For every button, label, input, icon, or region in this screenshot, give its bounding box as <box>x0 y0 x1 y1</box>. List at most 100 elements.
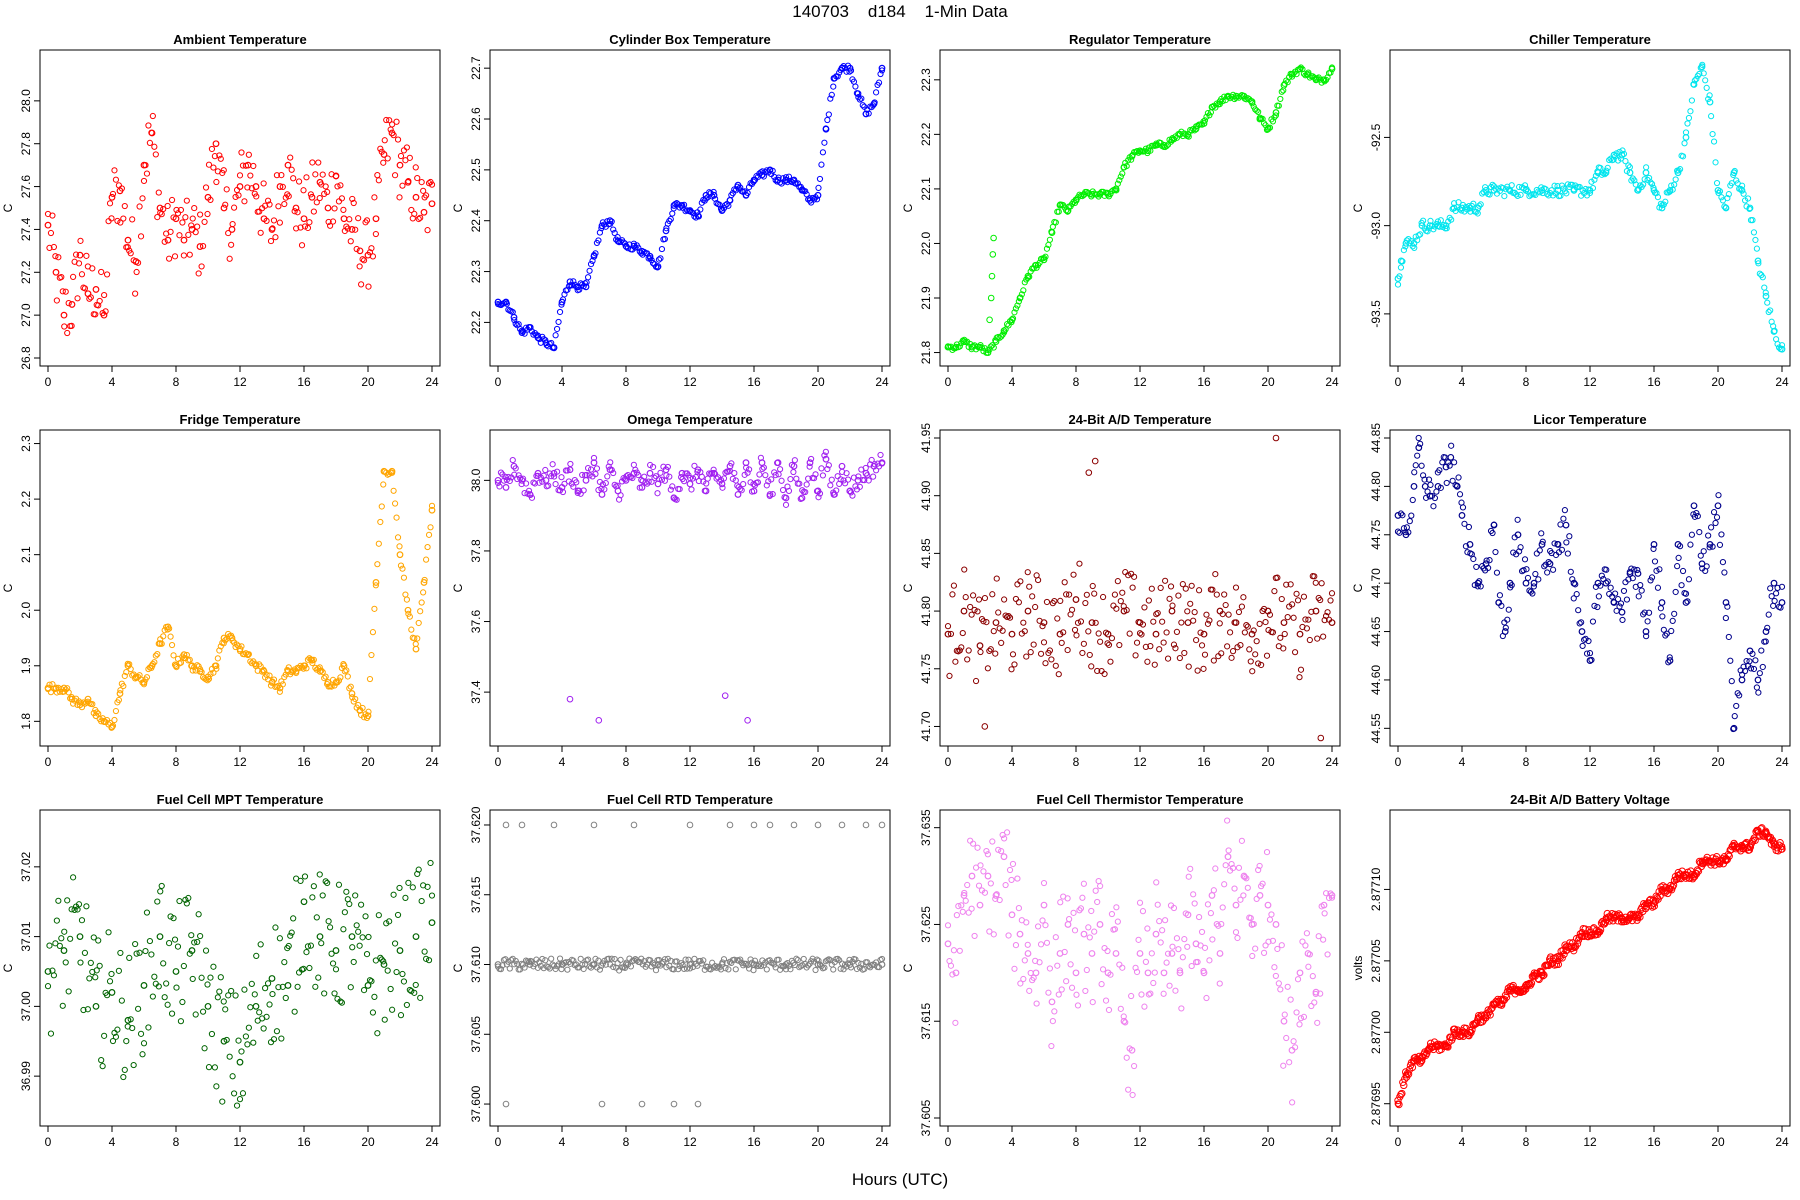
data-point <box>118 997 125 1004</box>
data-point <box>1517 544 1524 551</box>
data-point <box>1063 978 1070 985</box>
data-point <box>813 196 821 203</box>
data-point <box>1151 661 1158 668</box>
data-point <box>1150 618 1157 625</box>
chart-title: Regulator Temperature <box>1069 32 1211 47</box>
data-point <box>1005 932 1012 939</box>
data-point <box>718 961 726 968</box>
data-point <box>111 167 118 174</box>
data-point <box>658 476 666 483</box>
data-point <box>1008 630 1016 638</box>
data-point <box>353 245 360 253</box>
data-point <box>1572 581 1579 588</box>
data-point <box>614 487 622 495</box>
y-tick-label: 44.60 <box>1369 665 1383 695</box>
data-point <box>1153 879 1160 886</box>
outlier-point <box>721 692 729 699</box>
data-point <box>1698 857 1706 865</box>
data-point <box>1248 630 1256 638</box>
data-point <box>1216 980 1223 987</box>
data-point <box>622 961 630 968</box>
data-point <box>992 892 1000 899</box>
data-point <box>201 218 208 225</box>
data-point <box>998 848 1005 855</box>
data-point <box>1224 643 1231 650</box>
data-point <box>344 225 351 232</box>
data-point <box>123 668 130 676</box>
data-point <box>316 871 323 878</box>
data-point <box>1520 567 1527 574</box>
data-point <box>1302 942 1309 949</box>
data-point <box>595 237 602 244</box>
data-point <box>44 221 52 229</box>
data-point <box>195 270 202 277</box>
data-point <box>1714 186 1722 194</box>
data-point <box>669 210 676 217</box>
outlier-point <box>550 821 558 829</box>
data-point <box>502 473 509 480</box>
y-tick-label: 21.8 <box>919 341 933 365</box>
data-point <box>998 639 1005 646</box>
data-point <box>1602 579 1610 587</box>
data-point <box>127 250 134 257</box>
data-point <box>1026 987 1033 994</box>
data-point <box>1145 597 1152 604</box>
data-point <box>1736 692 1743 699</box>
data-point <box>1434 482 1442 490</box>
data-point <box>539 478 546 485</box>
y-tick-label: 37.625 <box>919 906 933 943</box>
data-point <box>1102 997 1110 1004</box>
data-point <box>213 665 220 672</box>
data-point <box>332 947 340 954</box>
data-point <box>148 662 156 670</box>
data-point <box>294 983 301 990</box>
data-point <box>676 485 683 493</box>
x-tick-label: 4 <box>1009 755 1016 769</box>
data-point <box>1570 943 1578 950</box>
data-point <box>278 172 285 179</box>
data-point <box>759 465 766 473</box>
data-point <box>878 459 886 467</box>
x-tick-label: 24 <box>1775 755 1789 769</box>
data-point <box>695 477 702 485</box>
data-point <box>340 662 348 670</box>
data-point <box>268 226 276 233</box>
data-point <box>1320 76 1328 84</box>
data-point <box>364 982 372 989</box>
data-point <box>1516 548 1523 555</box>
y-tick-label: -93.0 <box>1369 212 1383 240</box>
y-tick-label: 44.65 <box>1369 616 1383 646</box>
data-point <box>424 543 431 551</box>
data-point <box>1501 628 1509 635</box>
data-point <box>707 471 714 478</box>
x-tick-label: 12 <box>683 1135 697 1149</box>
data-point <box>1706 92 1713 99</box>
data-point <box>1262 618 1269 626</box>
data-point <box>1505 606 1512 613</box>
data-point <box>1182 585 1189 592</box>
data-point <box>846 68 853 75</box>
data-point <box>553 325 561 333</box>
data-point <box>1492 548 1499 556</box>
data-point <box>843 68 850 75</box>
data-point <box>667 957 674 964</box>
data-point <box>695 213 702 220</box>
x-tick-label: 16 <box>747 375 761 389</box>
data-point <box>1016 294 1024 302</box>
data-point <box>1255 108 1262 116</box>
data-point <box>92 712 100 720</box>
data-point <box>328 683 335 690</box>
data-point <box>226 1053 233 1060</box>
data-point <box>415 619 422 627</box>
data-point <box>300 187 307 194</box>
data-point <box>556 308 564 316</box>
data-point <box>1610 914 1618 922</box>
data-point <box>830 83 837 90</box>
data-point <box>1200 120 1208 127</box>
data-point <box>62 959 69 966</box>
data-point <box>737 485 744 493</box>
data-point <box>1256 114 1264 122</box>
data-point <box>252 1002 260 1010</box>
data-point <box>1589 618 1597 625</box>
data-point <box>1139 908 1147 915</box>
